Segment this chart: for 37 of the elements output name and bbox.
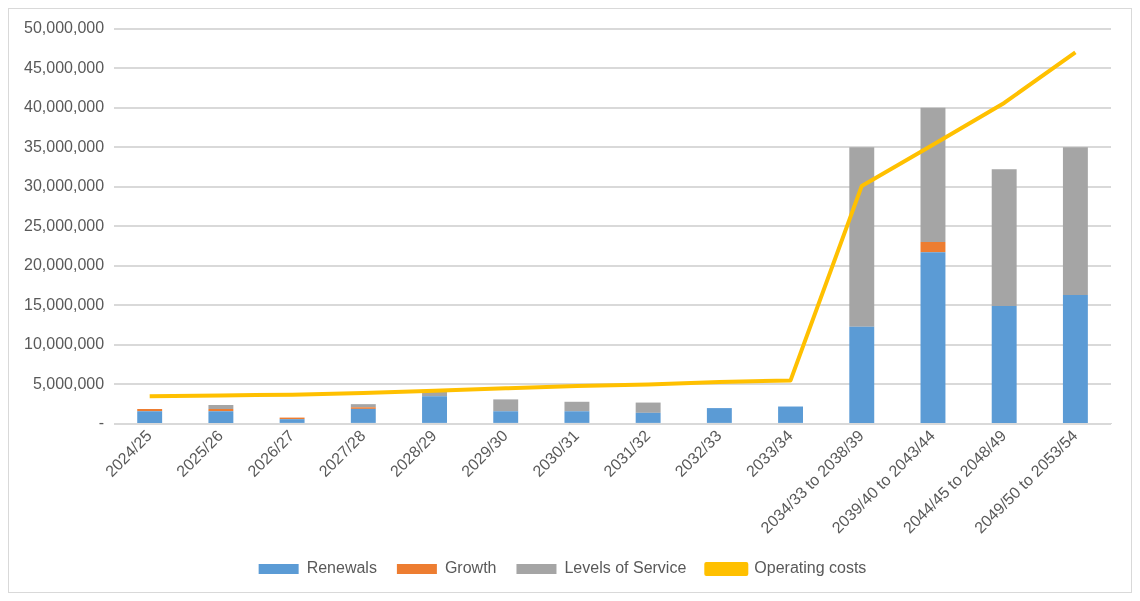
legend-label: Renewals [306, 559, 377, 577]
bar [1062, 147, 1088, 296]
bar [849, 147, 875, 327]
y-tick-label: 50,000,000 [24, 19, 105, 37]
bar [920, 107, 946, 243]
bar [920, 242, 946, 253]
bar [422, 396, 447, 423]
y-tick-label: - [98, 414, 105, 432]
bar [208, 411, 234, 423]
bar [920, 252, 946, 423]
y-tick-label: 5,000,000 [32, 374, 105, 392]
bar [1062, 295, 1088, 423]
bar [991, 306, 1017, 423]
bar [137, 411, 163, 423]
y-tick-label: 45,000,000 [24, 58, 105, 76]
bar [991, 169, 1017, 307]
bar [564, 401, 590, 412]
bar [635, 412, 661, 423]
y-tick-label: 15,000,000 [24, 295, 105, 313]
legend-label: Levels of Service [564, 559, 687, 577]
bar [635, 402, 661, 413]
bar [564, 411, 590, 423]
bar [493, 399, 519, 412]
legend-label: Operating costs [754, 559, 867, 577]
bar [706, 408, 732, 423]
bar [493, 411, 519, 423]
y-tick-label: 30,000,000 [24, 177, 105, 195]
bar [778, 406, 804, 423]
legend-label: Growth [444, 559, 497, 577]
bar [208, 404, 234, 409]
y-tick-label: 20,000,000 [24, 256, 105, 274]
bar [350, 408, 376, 423]
y-tick-label: 35,000,000 [24, 137, 105, 155]
y-tick-label: 10,000,000 [24, 335, 105, 353]
y-tick-label: 40,000,000 [24, 98, 105, 116]
y-tick-label: 25,000,000 [24, 216, 105, 234]
bar [849, 326, 875, 423]
